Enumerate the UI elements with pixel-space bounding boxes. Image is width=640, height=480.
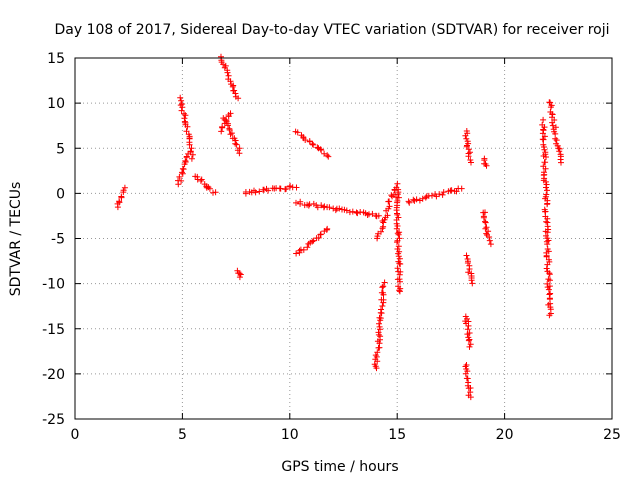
y-tick-label: -25 — [42, 412, 65, 428]
plot-frame — [74, 57, 613, 420]
data-point-series — [393, 186, 404, 295]
data-point-series — [293, 198, 382, 220]
y-tick-label: 10 — [47, 96, 65, 112]
y-tick-label: 15 — [47, 51, 65, 67]
data-point-series — [175, 150, 192, 188]
data-point-series — [405, 185, 465, 206]
x-tick-label: 20 — [496, 427, 514, 443]
y-tick-label: -15 — [42, 322, 65, 338]
data-point-series — [234, 267, 244, 281]
y-tick-label: -20 — [42, 367, 65, 383]
data-point-series — [546, 99, 564, 166]
data-point-series — [539, 116, 554, 319]
x-tick-label: 25 — [603, 427, 621, 443]
data-point-series — [481, 155, 490, 169]
data-point-series — [462, 362, 474, 401]
grid-lines — [75, 58, 612, 419]
x-axis-label: GPS time / hours — [281, 459, 398, 475]
data-point-series — [220, 115, 243, 157]
data-point-series — [371, 279, 388, 372]
data-point-series — [462, 313, 474, 350]
y-tick-label: -5 — [51, 232, 65, 248]
x-tick-label: 0 — [71, 427, 80, 443]
data-point-series — [242, 183, 300, 197]
data-point-series — [293, 225, 331, 257]
axis-ticks: 0 5 10 15 20 25 -25 -20 -15 -10 -5 0 5 10 15 — [42, 51, 621, 443]
data-point-series — [192, 173, 219, 196]
y-axis-label: SDTVAR / TECUs — [8, 182, 24, 297]
data-point-series — [114, 184, 128, 211]
data-point-series — [374, 203, 393, 242]
y-tick-label: 0 — [56, 186, 65, 202]
data-point-series — [385, 180, 401, 205]
x-tick-label: 15 — [388, 427, 406, 443]
x-tick-label: 5 — [178, 427, 187, 443]
data-point-series — [292, 128, 332, 160]
data-point-series — [480, 209, 494, 248]
data-points — [114, 53, 564, 401]
data-point-series — [218, 53, 242, 102]
y-tick-label: -10 — [42, 277, 65, 293]
data-point-series — [462, 128, 474, 166]
data-point-series — [218, 110, 234, 135]
data-point-series — [177, 94, 196, 162]
x-tick-label: 10 — [281, 427, 299, 443]
data-point-series — [463, 252, 476, 287]
chart-title: Day 108 of 2017, Sidereal Day-to-day VTE… — [54, 22, 609, 38]
y-tick-label: 5 — [56, 141, 65, 157]
